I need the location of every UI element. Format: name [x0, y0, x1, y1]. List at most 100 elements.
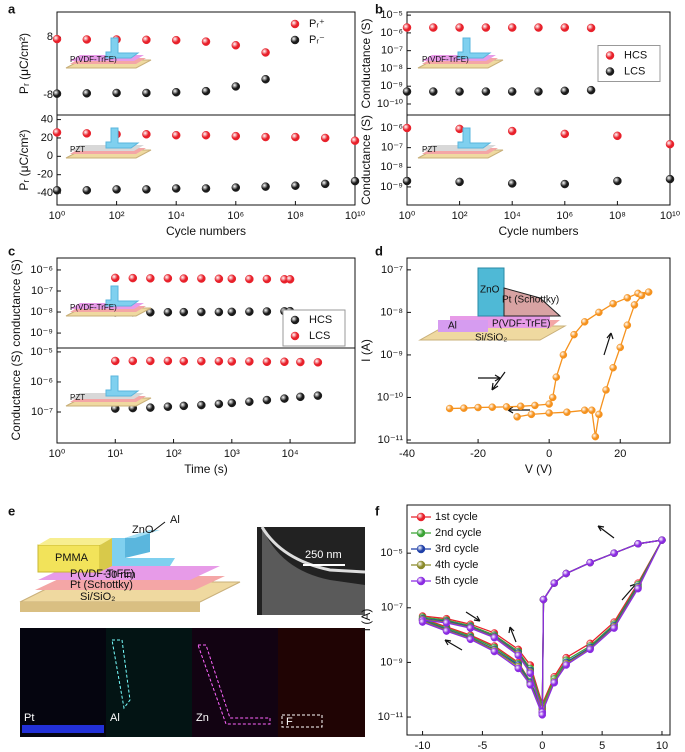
x-tick-label: 10⁸	[609, 210, 626, 222]
scale-label: 250 nm	[305, 549, 342, 561]
inset-label: Al	[448, 321, 457, 332]
annotation-arrows	[444, 332, 637, 651]
plot-frame	[406, 114, 671, 206]
y-tick-label: 10⁻⁶	[30, 376, 53, 388]
y-tick-label: 10⁻⁵	[380, 9, 403, 21]
data-point	[507, 126, 517, 136]
map-label: F	[286, 716, 293, 728]
x-tick-label: 10¹	[107, 448, 123, 460]
data-point	[588, 406, 596, 415]
x-tick-label: 0	[546, 448, 552, 460]
y-axis-label: Conductance (S)	[359, 18, 373, 108]
data-point	[402, 176, 412, 186]
data-point	[488, 403, 497, 411]
data-point	[320, 133, 330, 143]
data-point	[609, 363, 617, 372]
data-point	[201, 37, 211, 46]
legend-marker	[416, 512, 426, 522]
data-point	[616, 343, 624, 352]
data-point	[580, 406, 589, 415]
data-point	[261, 132, 270, 142]
data-point	[197, 307, 206, 317]
x-tick-label: 10⁶	[556, 210, 573, 222]
data-point	[442, 619, 451, 627]
data-point	[231, 183, 241, 192]
data-point	[171, 35, 181, 45]
data-point	[429, 23, 438, 32]
data-point	[52, 128, 62, 137]
data-point	[163, 402, 173, 411]
data-point	[562, 661, 570, 669]
map-label: Al	[110, 712, 120, 724]
diagram-label: ZnO	[132, 524, 154, 536]
inset-label: Pt (Schottky)	[502, 295, 559, 306]
data-point	[82, 186, 92, 195]
inset-label: PZT	[422, 145, 437, 154]
y-tick-label: 10⁻¹¹	[378, 711, 404, 723]
data-point	[227, 307, 237, 317]
data-point	[245, 307, 254, 316]
x-tick-label: 5	[599, 740, 605, 752]
data-point	[507, 23, 517, 32]
data-point	[516, 402, 525, 411]
eds-outline	[111, 639, 131, 710]
data-point	[227, 357, 237, 366]
y-tick-label: 10⁻⁹	[30, 327, 53, 339]
legend-marker	[416, 560, 426, 570]
substrate-side	[20, 602, 200, 612]
y-axis-label: Pᵣ (μC/cm²)	[17, 129, 31, 190]
data-point	[197, 356, 206, 366]
data-point	[163, 274, 173, 283]
legend-label: Pᵣ⁺	[309, 18, 325, 30]
data-point	[179, 307, 189, 317]
plot-frame	[56, 347, 356, 444]
data-point	[637, 291, 646, 300]
data-point	[466, 635, 475, 644]
legend-marker	[416, 528, 426, 538]
data-point	[262, 274, 272, 284]
data-point	[296, 357, 305, 367]
legend-label: 5th cycle	[435, 575, 478, 587]
y-tick-label: 10⁻⁶	[380, 122, 403, 134]
eds-map	[192, 628, 278, 737]
data-point	[197, 400, 206, 410]
pmma-top	[38, 538, 112, 545]
data-point	[231, 82, 241, 91]
y-tick-label: 10⁻⁹	[380, 656, 403, 668]
data-point	[560, 86, 570, 96]
diagram-label: PMMA	[55, 552, 89, 564]
arrow	[491, 371, 506, 391]
legend-marker	[416, 576, 426, 586]
diagram-label: Si/SiO₂	[80, 591, 115, 603]
data-point	[658, 536, 666, 544]
x-tick-label: -10	[415, 740, 431, 752]
zno-layer	[112, 538, 175, 566]
x-tick-label: 10⁰	[49, 448, 66, 460]
data-point	[402, 123, 412, 133]
data-point	[527, 410, 536, 419]
data-point	[214, 307, 224, 317]
plot-frame	[56, 114, 356, 206]
data-point	[262, 357, 272, 367]
y-tick-label: 20	[41, 132, 53, 144]
inset-zno	[105, 127, 140, 149]
zno-top	[125, 530, 160, 538]
tem-edge	[260, 526, 366, 574]
data-point	[142, 185, 151, 194]
y-tick-label: 10⁻⁹	[380, 181, 403, 193]
data-point	[514, 664, 523, 673]
data-point	[455, 23, 464, 32]
data-point	[201, 184, 211, 193]
data-point	[466, 624, 475, 632]
data-point	[490, 647, 499, 656]
x-tick-label: 10⁴	[282, 448, 299, 460]
data-point	[559, 351, 568, 359]
data-point	[560, 129, 570, 139]
data-point	[539, 595, 548, 604]
inset-zno	[477, 267, 505, 317]
data-point	[455, 177, 464, 187]
data-point	[179, 356, 189, 366]
data-point	[82, 129, 92, 138]
data-point	[350, 176, 360, 186]
